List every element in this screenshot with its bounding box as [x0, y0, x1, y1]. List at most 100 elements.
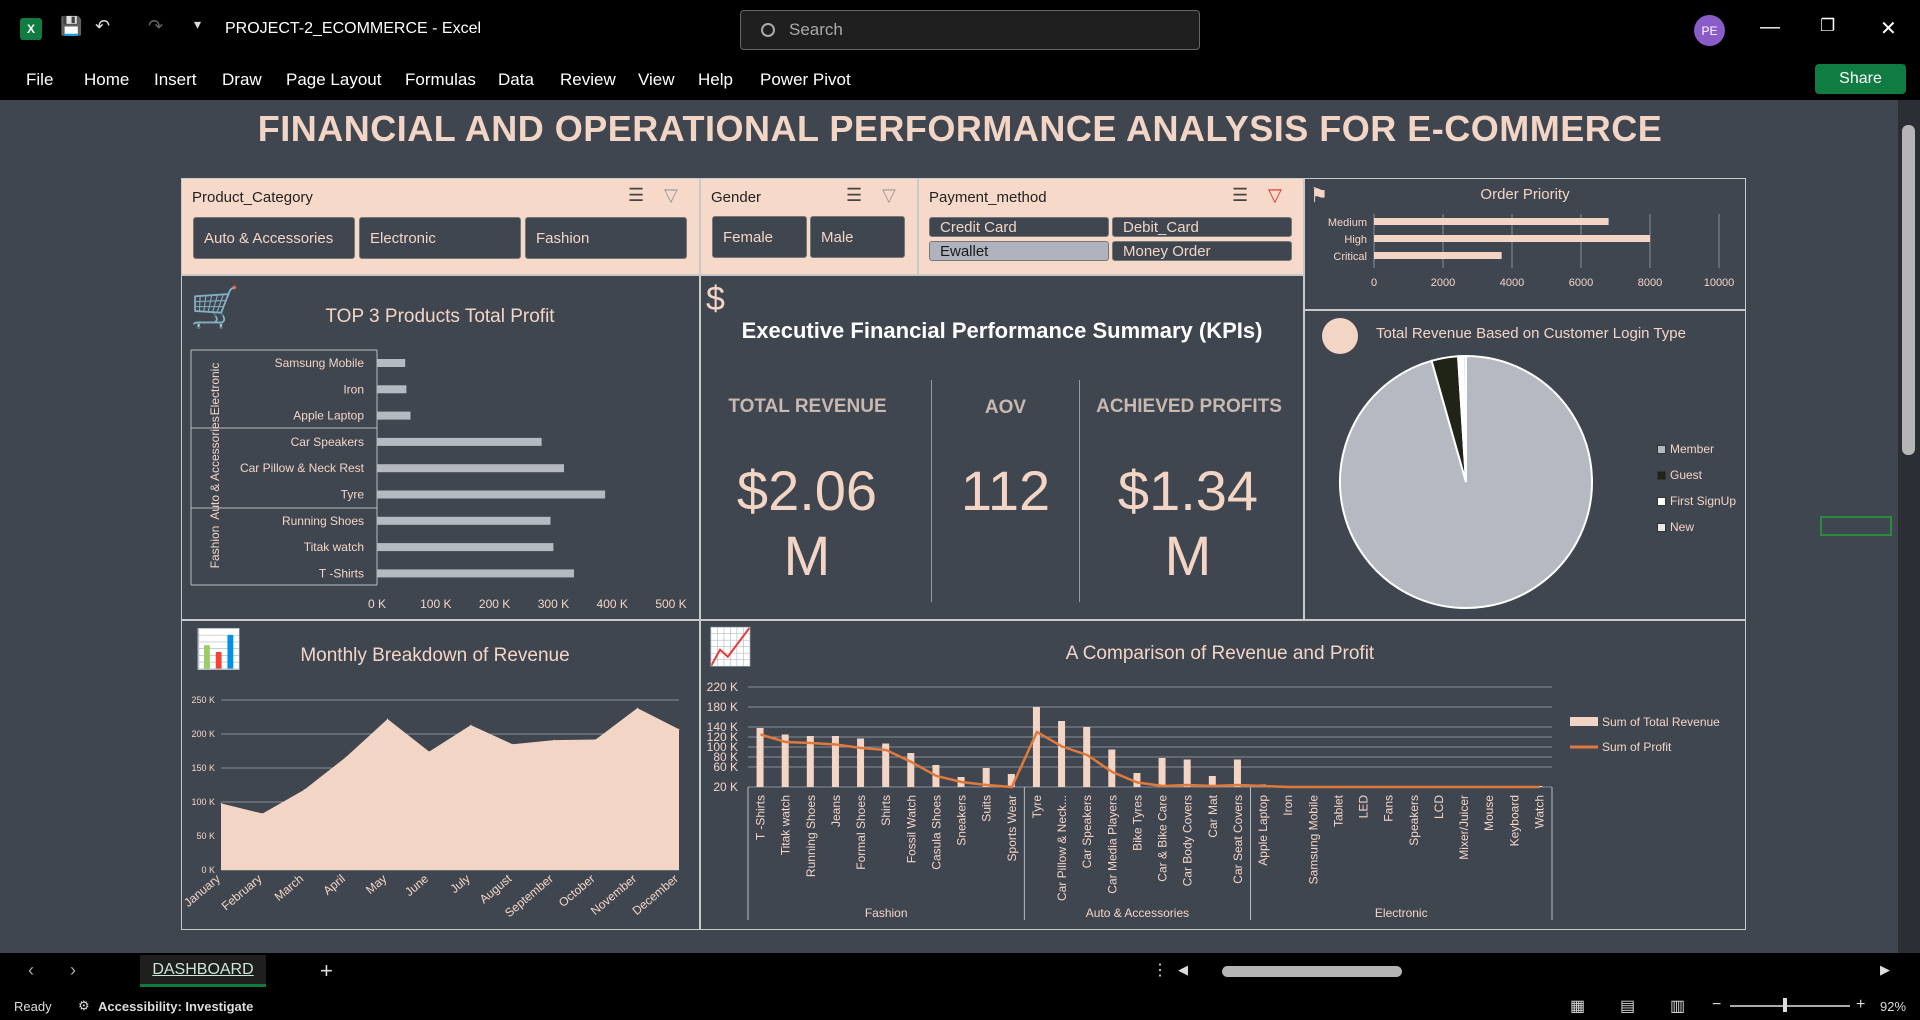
month-label: May [363, 872, 389, 897]
multi-select-icon[interactable]: ☰ [846, 185, 863, 205]
search-box[interactable]: Search [740, 10, 1200, 50]
x-tick-label: 300 K [538, 597, 569, 611]
menu-review[interactable]: Review [560, 70, 616, 89]
next-sheet-icon[interactable]: › [70, 960, 76, 980]
scroll-left-icon[interactable]: ◀ [1178, 962, 1188, 977]
clear-filter-icon[interactable]: ▽ [1268, 185, 1282, 205]
product-label: Keyboard [1507, 795, 1521, 846]
add-sheet-icon[interactable]: + [320, 958, 333, 983]
product-label: Car Pillow & Neck Rest [240, 461, 365, 475]
selected-cell[interactable] [1820, 516, 1892, 536]
revenue-bar [781, 734, 789, 787]
zoom-in-icon[interactable]: + [1856, 996, 1866, 1013]
slicer-item-male[interactable]: Male [810, 216, 905, 258]
product-label: Casula Shoes [929, 795, 943, 870]
page-layout-view-icon[interactable]: ▤ [1620, 998, 1636, 1015]
revenue-bar [882, 743, 890, 787]
menu-data[interactable]: Data [498, 70, 534, 89]
data-point [636, 707, 638, 709]
product-label: Car Speakers [1080, 795, 1094, 868]
more-options-icon[interactable]: ⋮ [1152, 962, 1168, 979]
zoom-slider[interactable] [1730, 1005, 1850, 1007]
clear-filter-icon[interactable]: ▽ [882, 185, 896, 205]
revenue-bar [1108, 749, 1116, 787]
avatar[interactable]: PE [1694, 15, 1725, 46]
priority-icon: ⚑ [1310, 185, 1328, 207]
clear-filter-icon[interactable]: ▽ [664, 185, 678, 205]
slicer-item-credit-card[interactable]: Credit Card [929, 217, 1109, 237]
revenue-bar [1032, 707, 1040, 787]
revenue-bar [1158, 758, 1166, 787]
share-button[interactable]: Share [1815, 64, 1906, 94]
legend-swatch [1657, 496, 1666, 506]
slicer-item-electronic[interactable]: Electronic [359, 217, 521, 259]
legend-item: First SignUp [1657, 488, 1747, 514]
line-chart-icon: 📈 [708, 626, 753, 667]
menu-help[interactable]: Help [698, 70, 733, 89]
page-break-view-icon[interactable]: ▥ [1670, 998, 1686, 1015]
slicer-item-money-order[interactable]: Money Order [1112, 241, 1292, 261]
undo-icon[interactable]: ↶ [95, 16, 111, 36]
menu-home[interactable]: Home [84, 70, 130, 89]
menu-file[interactable]: File [26, 70, 54, 89]
prev-sheet-icon[interactable]: ‹ [28, 960, 34, 980]
y-tick-label: 220 K [707, 680, 738, 694]
legend-swatch [1570, 717, 1598, 726]
multi-select-icon[interactable]: ☰ [628, 185, 645, 205]
month-label: January [181, 872, 223, 910]
menu-draw[interactable]: Draw [222, 70, 262, 89]
product-label: Fans [1382, 795, 1396, 822]
scroll-right-icon[interactable]: ▶ [1880, 962, 1890, 977]
restore-icon[interactable]: ❐ [1820, 16, 1836, 35]
menu-page-layout[interactable]: Page Layout [286, 70, 382, 89]
multi-select-icon[interactable]: ☰ [1232, 185, 1249, 205]
zoom-slider-thumb[interactable] [1783, 998, 1787, 1012]
customize-toolbar-icon[interactable]: ▾ [194, 16, 202, 32]
payment-method-slicer: Payment_method ☰ ▽ Credit Card Debit_Car… [918, 178, 1304, 275]
slicer-item-ewallet[interactable]: Ewallet [929, 241, 1109, 261]
accessibility-status[interactable]: Accessibility: Investigate [98, 999, 254, 1014]
menu-view[interactable]: View [638, 70, 675, 89]
menu-formulas[interactable]: Formulas [405, 70, 476, 89]
product-label: Sports Wear [1005, 795, 1019, 861]
kpi-divider [1079, 380, 1080, 602]
slicer-item-female[interactable]: Female [712, 216, 807, 258]
gender-slicer: Gender ☰ ▽ Female Male [700, 178, 918, 275]
month-label: June [402, 871, 431, 899]
menu-insert[interactable]: Insert [154, 70, 197, 89]
accessibility-icon[interactable]: ⚙ [78, 998, 90, 1013]
product-label: T -Shirts [754, 795, 768, 840]
slicer-title: Payment_method [929, 189, 1047, 206]
vertical-scroll-thumb[interactable] [1902, 125, 1915, 455]
sheet-tab-dashboard[interactable]: DASHBOARD [140, 955, 266, 987]
minimize-icon[interactable]: — [1760, 16, 1780, 38]
product-label: Car & Bike Care [1156, 795, 1170, 882]
monthly-revenue-panel [181, 620, 700, 930]
kpi-aov-label: AOV [984, 397, 1027, 418]
save-icon[interactable]: 💾 [60, 16, 83, 36]
product-label: Samsung Mobile [1306, 795, 1320, 885]
legend-label: Member [1670, 442, 1715, 456]
search-icon [761, 23, 775, 37]
slicer-item-auto-accessories[interactable]: Auto & Accessories [193, 217, 355, 259]
slicer-item-debit-card[interactable]: Debit_Card [1112, 217, 1292, 237]
y-tick-label: 80 K [713, 750, 738, 764]
legend-label: Guest [1670, 468, 1703, 482]
zoom-out-icon[interactable]: − [1712, 996, 1722, 1013]
horizontal-scroll-thumb[interactable] [1222, 966, 1402, 977]
product-label: LCD [1432, 795, 1446, 819]
document-title: PROJECT-2_ECOMMERCE - Excel [225, 20, 482, 37]
month-label: February [219, 872, 265, 914]
comparison-title: A Comparison of Revenue and Profit [1065, 643, 1375, 664]
close-icon[interactable]: ✕ [1880, 18, 1897, 40]
menu-power-pivot[interactable]: Power Pivot [760, 70, 851, 89]
normal-view-icon[interactable]: ▦ [1570, 998, 1586, 1015]
redo-icon[interactable]: ↷ [148, 16, 164, 36]
group-label: Electronic [208, 363, 222, 416]
revenue-bar [857, 738, 865, 787]
order-priority-title: Order Priority [1480, 186, 1570, 203]
product-label: Mixer/Juicer [1457, 795, 1471, 860]
slicer-item-fashion[interactable]: Fashion [525, 217, 687, 259]
title-bar: X 💾 ↶ ↷ ▾ PROJECT-2_ECOMMERCE - Excel Se… [0, 0, 1920, 60]
